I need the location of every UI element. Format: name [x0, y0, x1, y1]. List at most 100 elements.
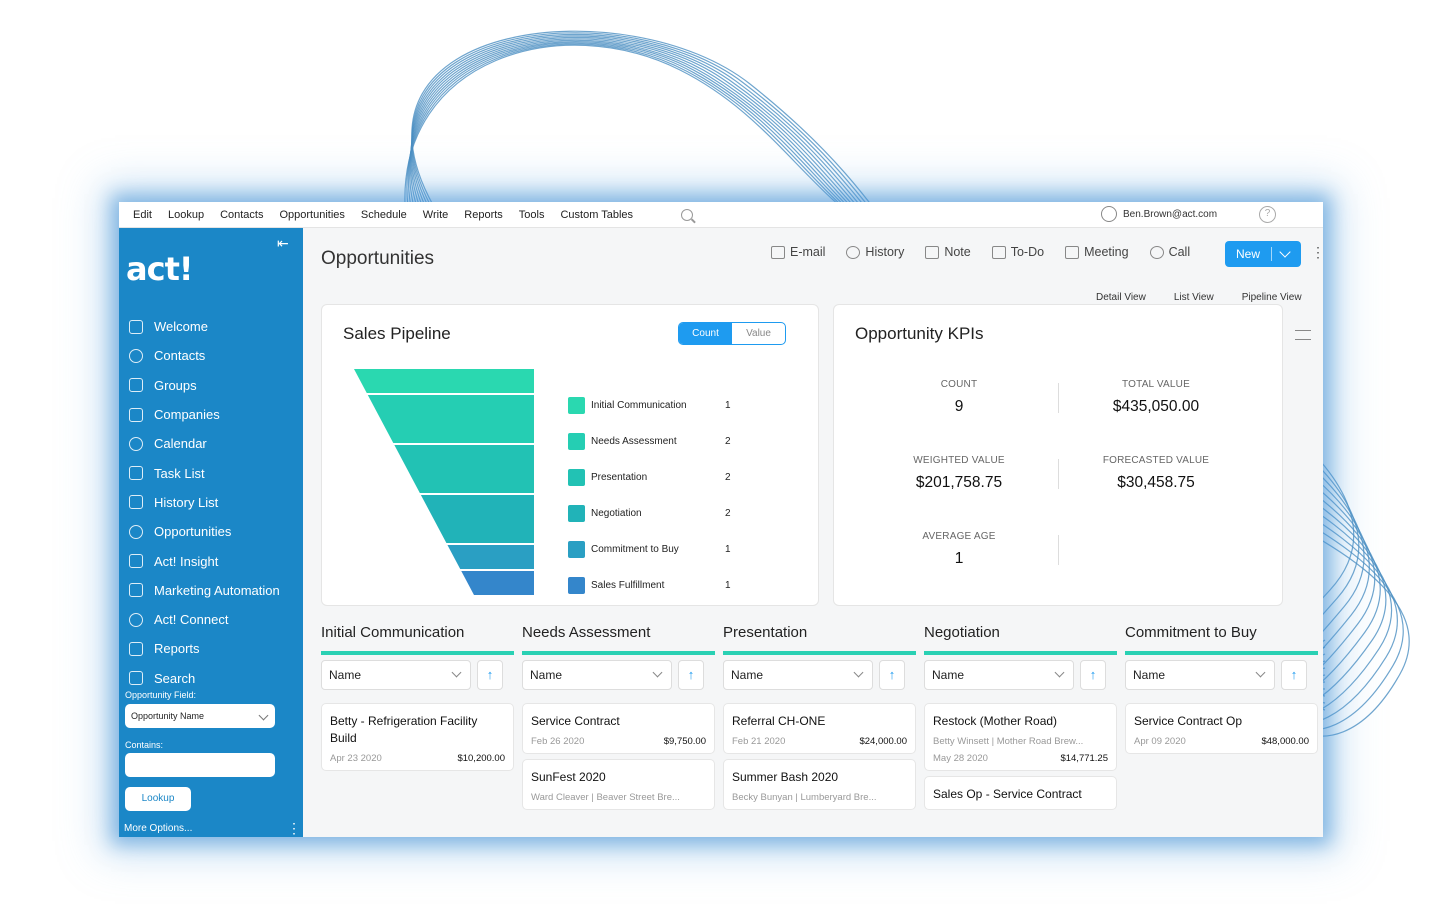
legend-item: Presentation 2 [568, 459, 738, 495]
sort-direction-button[interactable]: ↑ [1080, 660, 1106, 690]
sidebar-item-contacts[interactable]: Contacts [119, 341, 303, 370]
lookup-button[interactable]: Lookup [125, 787, 191, 811]
funnel-segment-negotiation[interactable] [420, 495, 534, 543]
sort-direction-button[interactable]: ↑ [678, 660, 704, 690]
legend-swatch [568, 396, 585, 414]
chevron-down-icon [853, 667, 864, 678]
sales-pipeline-card: Sales Pipeline Count Value Initial Commu… [321, 304, 819, 606]
more-options-kebab-icon[interactable]: ⋮ [287, 820, 301, 836]
user-account[interactable]: Ben.Brown@act.com [1101, 206, 1217, 222]
kpi-count: COUNT 9 [859, 379, 1059, 416]
sidebar-item-marketing-automation[interactable]: Marketing Automation [119, 576, 303, 605]
call-button[interactable]: Call [1149, 245, 1191, 259]
kpi-value: $201,758.75 [915, 474, 1003, 491]
column-color-bar [321, 651, 514, 655]
sidebar-item-label: Act! Connect [154, 612, 229, 628]
opportunity-card[interactable]: Service Contract Op Apr 09 2020 $48,000.00 [1125, 703, 1318, 754]
menu-custom-tables[interactable]: Custom Tables [560, 208, 634, 221]
legend-count: 1 [725, 399, 731, 411]
column-color-bar [522, 651, 715, 655]
opportunity-date: Feb 26 2020 [531, 736, 585, 747]
opportunity-field-select[interactable]: Opportunity Name [125, 704, 275, 728]
sort-direction-button[interactable]: ↑ [879, 660, 905, 690]
sidebar-item-calendar[interactable]: Calendar [119, 429, 303, 458]
kpi-total-value: TOTAL VALUE $435,050.00 [1056, 379, 1256, 416]
sort-direction-button[interactable]: ↑ [477, 660, 503, 690]
connect-icon [129, 612, 143, 627]
menu-write[interactable]: Write [422, 208, 449, 221]
filter-settings-icon[interactable] [1295, 330, 1311, 340]
menu-lookup[interactable]: Lookup [167, 208, 205, 221]
history-button[interactable]: History [846, 245, 904, 259]
sort-field-select[interactable]: Name [723, 660, 873, 690]
funnel-segment-initial-communication[interactable] [354, 369, 534, 393]
chevron-down-icon [1255, 667, 1266, 678]
search-icon[interactable] [681, 208, 694, 221]
sort-field-select[interactable]: Name [522, 660, 672, 690]
sidebar-item-companies[interactable]: Companies [119, 400, 303, 429]
list-view-link[interactable]: List View [1173, 292, 1214, 303]
menu-opportunities[interactable]: Opportunities [279, 208, 345, 221]
sidebar-item-search[interactable]: Search [119, 664, 303, 693]
sidebar-item-reports[interactable]: Reports [119, 634, 303, 663]
to-do-button[interactable]: To-Do [991, 245, 1044, 259]
column-title: Presentation [723, 624, 808, 641]
checkbox-icon [129, 466, 143, 481]
act-logo: act! [126, 250, 193, 288]
count-toggle[interactable]: Count [679, 323, 732, 344]
e-mail-button[interactable]: E-mail [771, 245, 825, 259]
note-button[interactable]: Note [925, 245, 971, 259]
menu-contacts[interactable]: Contacts [220, 208, 264, 221]
chevron-down-icon [1054, 667, 1065, 678]
menu-reports[interactable]: Reports [464, 208, 503, 221]
opportunity-meta: Feb 21 2020 $24,000.00 [732, 736, 907, 747]
opportunity-card[interactable]: Sales Op - Service Contract [924, 776, 1117, 810]
sidebar-item-act-connect[interactable]: Act! Connect [119, 605, 303, 634]
value-toggle[interactable]: Value [746, 328, 771, 339]
collapse-sidebar-icon[interactable]: ⇤ [277, 235, 289, 251]
opportunity-card[interactable]: Summer Bash 2020 Becky Bunyan | Lumberyar… [723, 759, 916, 810]
sort-direction-button[interactable]: ↑ [1281, 660, 1307, 690]
opportunity-name: Service Contract [531, 714, 620, 728]
opportunity-card[interactable]: SunFest 2020 Ward Cleaver | Beaver Street… [522, 759, 715, 810]
funnel-segment-needs-assessment[interactable] [367, 395, 534, 443]
sidebar-item-history-list[interactable]: History List [119, 488, 303, 517]
opportunity-card[interactable]: Restock (Mother Road) Betty Winsett | Mot… [924, 703, 1117, 771]
sidebar-item-act-insight[interactable]: Act! Insight [119, 546, 303, 575]
sidebar: ⇤ act! Welcome Contacts Groups Companies Cal… [119, 228, 303, 837]
opportunity-card[interactable]: Service Contract Feb 26 2020 $9,750.00 [522, 703, 715, 754]
action-label: Call [1168, 245, 1191, 259]
funnel-segment-commitment-to-buy[interactable] [447, 545, 534, 569]
sidebar-item-opportunities[interactable]: Opportunities [119, 517, 303, 546]
more-options-link[interactable]: More Options... [124, 823, 193, 834]
board-column-presentation: Presentation Name ↑ Referral CH-ONE Feb 21 2… [723, 624, 916, 810]
menu-schedule[interactable]: Schedule [360, 208, 407, 221]
sort-field-value: Name [731, 668, 764, 682]
sidebar-item-welcome[interactable]: Welcome [119, 312, 303, 341]
sidebar-item-task-list[interactable]: Task List [119, 458, 303, 487]
legend-label: Commitment to Buy [591, 543, 679, 555]
funnel-segment-sales-fulfillment[interactable] [461, 571, 534, 595]
legend-swatch [568, 540, 585, 558]
meeting-button[interactable]: Meeting [1065, 245, 1129, 259]
pipeline-view-link[interactable]: Pipeline View [1241, 292, 1302, 303]
sidebar-item-groups[interactable]: Groups [119, 371, 303, 400]
opportunity-name: Service Contract Op [1134, 714, 1243, 728]
new-button[interactable]: New [1225, 241, 1301, 267]
help-icon[interactable]: ? [1259, 206, 1276, 223]
opportunity-card[interactable]: Referral CH-ONE Feb 21 2020 $24,000.00 [723, 703, 916, 754]
sort-field-select[interactable]: Name [1125, 660, 1275, 690]
menu-edit[interactable]: Edit [133, 208, 152, 221]
funnel-segment-presentation[interactable] [394, 445, 534, 493]
sidebar-item-label: Act! Insight [154, 553, 219, 569]
sidebar-item-label: Search [154, 670, 196, 686]
more-actions-kebab-icon[interactable]: ⋮ [1311, 244, 1323, 260]
contains-input[interactable] [125, 753, 275, 777]
menu-tools[interactable]: Tools [518, 208, 545, 221]
column-title: Negotiation [924, 624, 1000, 641]
detail-view-link[interactable]: Detail View [1096, 292, 1146, 303]
sidebar-item-label: Contacts [154, 348, 206, 364]
opportunity-card[interactable]: Betty - Refrigeration Facility Build Apr … [321, 703, 514, 771]
sort-field-select[interactable]: Name [924, 660, 1074, 690]
sort-field-select[interactable]: Name [321, 660, 471, 690]
